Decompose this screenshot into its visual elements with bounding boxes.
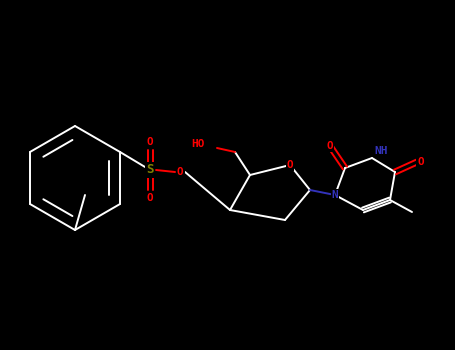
- Text: O: O: [177, 167, 183, 177]
- Text: N: N: [332, 190, 339, 200]
- Text: O: O: [147, 137, 153, 147]
- Text: NH: NH: [374, 146, 388, 156]
- Text: O: O: [417, 157, 424, 167]
- Text: O: O: [327, 141, 334, 151]
- Text: O: O: [287, 160, 293, 170]
- Text: HO: HO: [192, 139, 205, 149]
- Text: O: O: [147, 193, 153, 203]
- Text: S: S: [147, 163, 154, 176]
